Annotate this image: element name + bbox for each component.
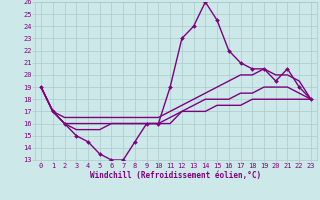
X-axis label: Windchill (Refroidissement éolien,°C): Windchill (Refroidissement éolien,°C)	[91, 171, 261, 180]
